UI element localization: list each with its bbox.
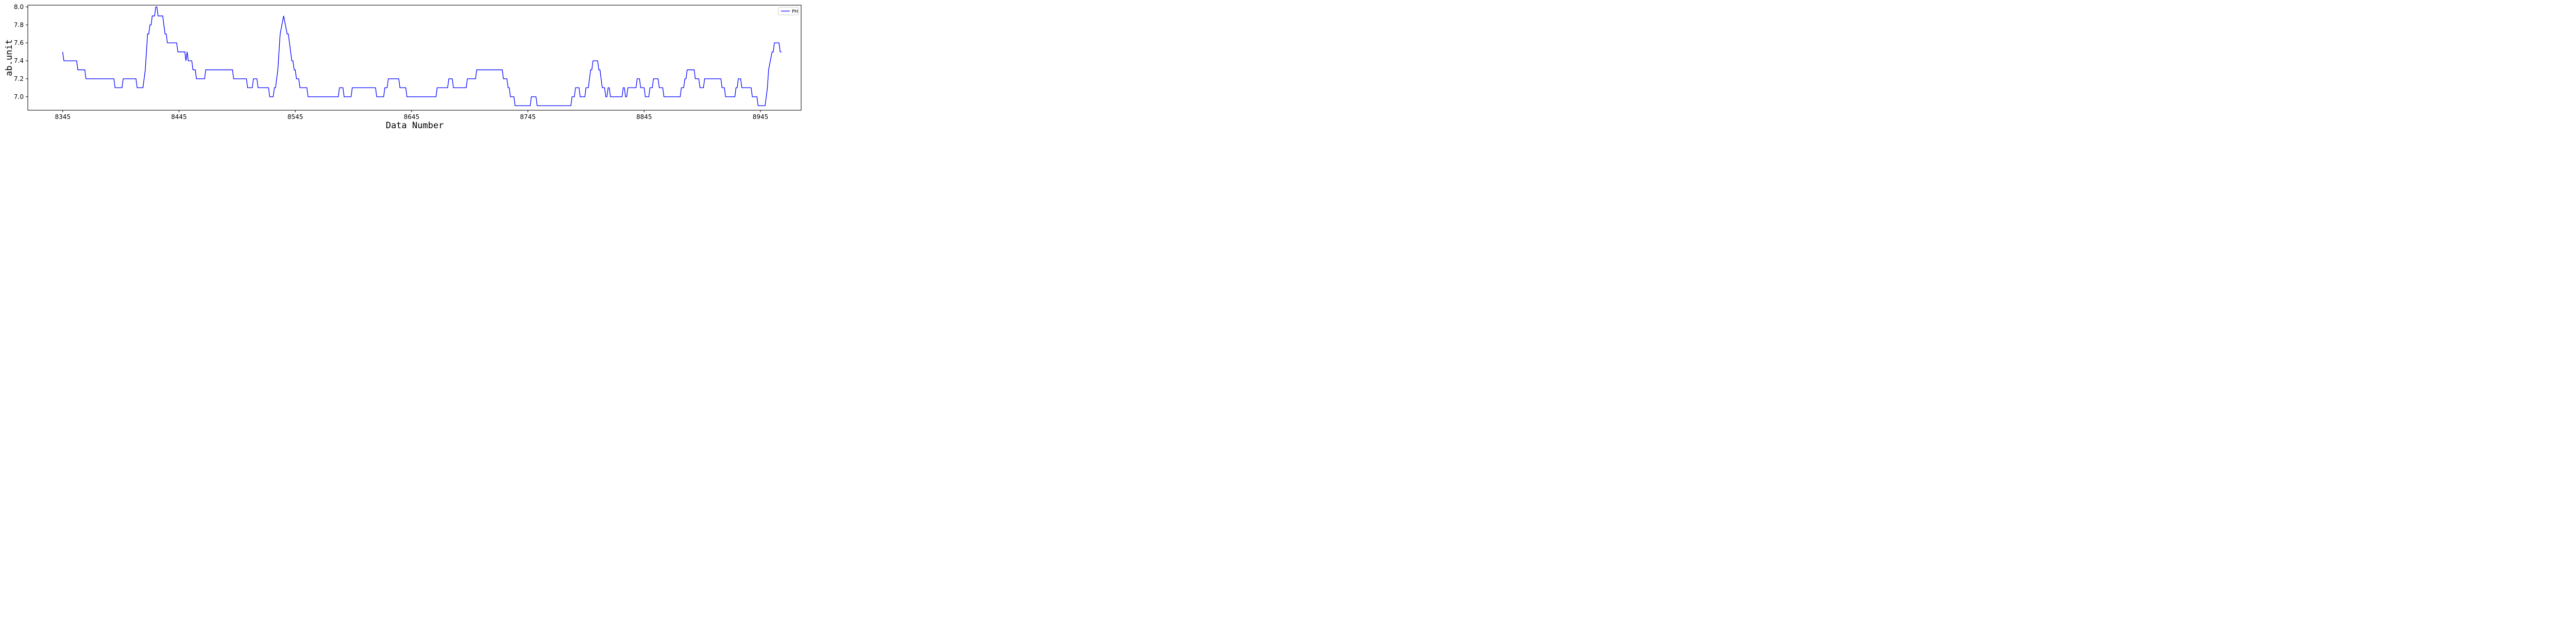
x-axis-label: Data Number [386,121,444,131]
chart: 8345 8445 8545 8645 8745 8845 8945 7.07.27.47.… [4,3,802,131]
x-tick-label: 8945 [753,113,769,121]
y-tick-label: 7.8 [14,21,24,28]
plot-frame [27,5,802,111]
x-tick-label: 8445 [171,113,187,121]
y-tick-label: 8.0 [14,3,24,10]
x-axis: 8345 8445 8545 8645 8745 8845 8945 [55,110,768,121]
legend-label: PH [792,9,798,14]
y-axis-label: ab.unit [4,39,14,76]
legend: PH [778,7,799,15]
x-tick-label: 8745 [520,113,536,121]
y-tick-label: 7.6 [14,39,24,46]
y-axis: 7.0 7.2 7.4 7.6 7.8 8.0 [14,3,28,100]
series-line-ph [62,6,782,106]
x-tick-label: 8845 [636,113,652,121]
x-tick-label: 8345 [55,113,71,121]
y-tick-label: 7.2 [14,75,24,82]
series-layer [62,6,782,106]
y-tick-label: 7.0 [14,93,24,100]
x-tick-label: 8545 [287,113,303,121]
y-tick-label: 7.4 [14,57,24,64]
plot-area [27,5,802,111]
x-tick-label: 8645 [404,113,420,121]
